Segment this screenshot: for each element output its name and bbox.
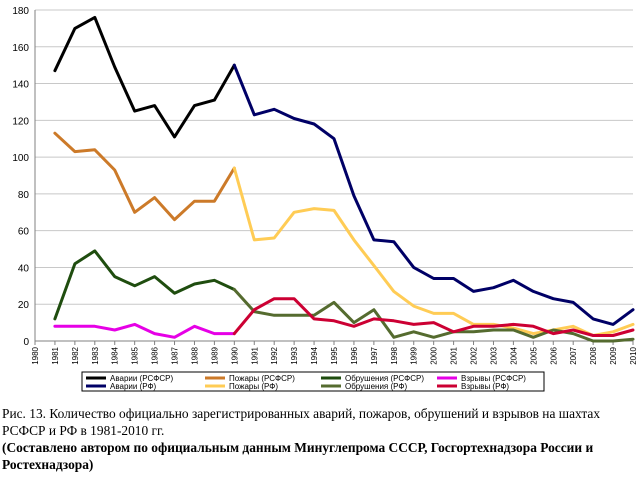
chart: 0 20 40 60 80 100 120 140 160 180 1980 1981 1982 1983… [0, 0, 643, 400]
x-tick-label: 1999 [410, 346, 419, 364]
series-line-2 [53, 131, 236, 222]
legend-label: Взрывы (РСФСР) [461, 374, 526, 383]
x-tick-label: 1994 [310, 346, 319, 364]
series-line-8 [232, 297, 635, 337]
figure-caption: Рис. 13. Количество официально зарегистр… [2, 405, 640, 473]
x-tick-label: 1987 [171, 346, 180, 364]
x-tick-label: 1989 [210, 346, 219, 364]
axes: 0 20 40 60 80 100 120 140 160 180 1980 1981 1982 1983… [12, 6, 638, 365]
x-tick-label: 2002 [470, 346, 479, 364]
x-tick-label: 2010 [629, 346, 638, 364]
x-tick-label: 1998 [390, 346, 399, 364]
y-tick-label: 20 [18, 300, 30, 311]
y-tick-label: 120 [12, 116, 29, 127]
series-line-5 [232, 63, 635, 326]
y-tick-label: 160 [12, 43, 29, 54]
x-tick-label: 1991 [250, 346, 259, 364]
chart-background [0, 0, 643, 400]
x-tick-label: 2000 [430, 346, 439, 364]
y-tick-label: 140 [12, 80, 29, 91]
legend-label: Аварии (РФ) [110, 382, 157, 391]
x-tick-label: 2005 [529, 346, 538, 364]
y-tick-label: 60 [18, 227, 30, 238]
x-tick-label: 1995 [330, 346, 339, 364]
x-tick-label: 1982 [71, 346, 80, 364]
y-tick-label: 80 [18, 190, 30, 201]
y-tick-label: 100 [12, 153, 29, 164]
grid [35, 9, 633, 305]
y-tick-label: 180 [12, 6, 29, 17]
series-line-4 [53, 322, 236, 339]
x-tick-label: 1986 [151, 346, 160, 364]
x-tick-label: 1981 [51, 346, 60, 364]
x-tick-label: 2008 [589, 346, 598, 364]
x-tick-label: 1980 [31, 346, 40, 364]
series-line-6 [232, 166, 635, 337]
x-tick-label: 2007 [569, 346, 578, 364]
caption-source-note: (Составлено автором по официальным данны… [2, 440, 594, 472]
x-tick-label: 1985 [131, 346, 140, 364]
x-tick-label: 2006 [549, 346, 558, 364]
legend-box [81, 371, 545, 392]
x-tick-label: 1983 [91, 346, 100, 364]
x-tick-label: 2003 [489, 346, 498, 364]
x-tick-label: 2004 [509, 346, 518, 364]
y-tick-label: 0 [23, 337, 29, 348]
legend-label: Аварии (РСФСР) [110, 374, 173, 383]
legend-label: Пожары (РСФСР) [229, 374, 295, 383]
legend-label: Взрывы (РФ) [461, 382, 509, 391]
y-tick-label: 40 [18, 263, 30, 274]
x-tick-label: 1984 [111, 346, 120, 364]
x-tick-label: 1988 [190, 346, 199, 364]
plot-area [53, 15, 635, 343]
x-tick-label: 2001 [450, 346, 459, 364]
x-tick-label: 1996 [350, 346, 359, 364]
legend: Аварии (РСФСР) Пожары (РСФСР) Обрушения (Р… [81, 371, 545, 392]
caption-main: Рис. 13. Количество официально зарегистр… [2, 406, 601, 438]
x-tick-label: 1992 [270, 346, 279, 364]
x-tick-label: 1997 [370, 346, 379, 364]
legend-label: Обрушения (РСФСР) [345, 374, 424, 383]
legend-label: Обрушения (РФ) [345, 382, 407, 391]
x-tick-label: 1993 [290, 346, 299, 364]
x-tick-label: 2009 [609, 346, 618, 364]
x-tick-label: 1990 [230, 346, 239, 364]
series-line-3 [53, 249, 236, 321]
legend-label: Пожары (РФ) [229, 382, 278, 391]
series-line-1 [53, 15, 236, 139]
